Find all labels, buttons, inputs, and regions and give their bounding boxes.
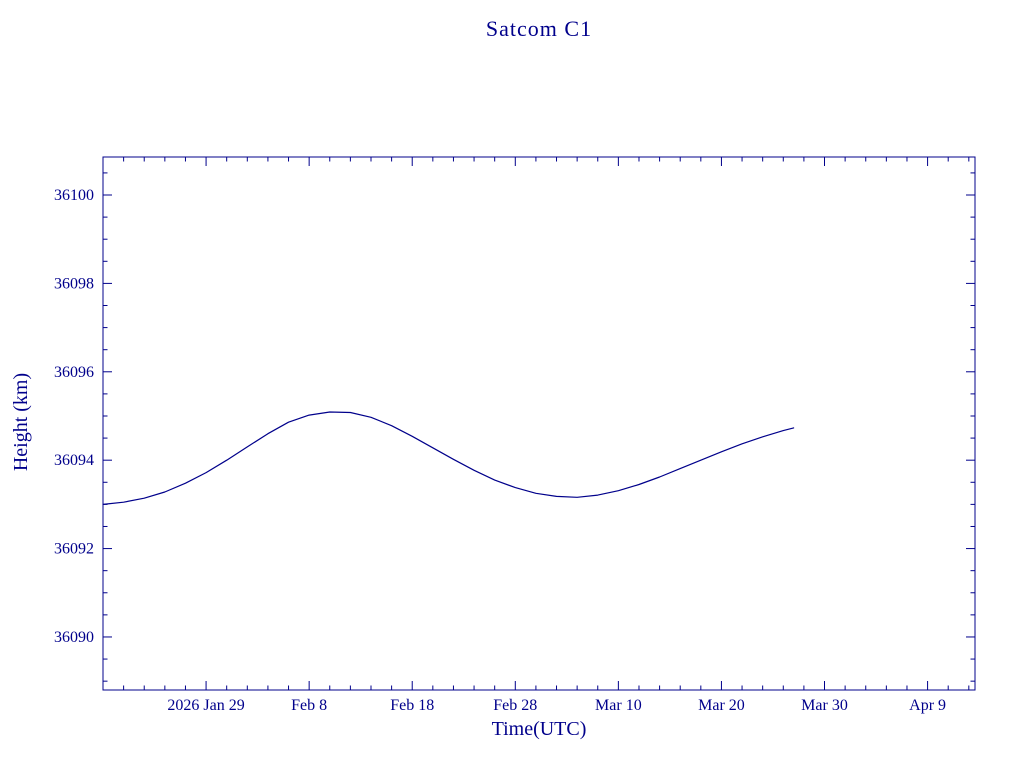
x-tick-label: Mar 20 [698, 697, 745, 714]
x-axis-label: Time(UTC) [491, 718, 587, 740]
x-tick-label: Feb 18 [390, 697, 434, 714]
plot-frame [102, 156, 976, 691]
y-tick-label: 36090 [54, 629, 94, 646]
y-tick-label: 36098 [54, 275, 94, 292]
height-series-line [102, 411, 795, 505]
x-tick-label: Feb 28 [493, 697, 537, 714]
x-tick-label: Mar 10 [595, 697, 642, 714]
x-tick-label: Apr 9 [909, 697, 946, 714]
y-tick-label: 36094 [54, 452, 94, 469]
y-tick-label: 36092 [54, 541, 94, 558]
x-tick-label: Feb 8 [291, 697, 327, 714]
y-tick-label: 36100 [54, 187, 94, 204]
x-tick-label: Mar 30 [801, 697, 848, 714]
x-tick-label: 2026 Jan 29 [167, 697, 244, 714]
y-tick-label: 36096 [54, 364, 94, 381]
chart-title: Satcom C1 [485, 16, 593, 41]
